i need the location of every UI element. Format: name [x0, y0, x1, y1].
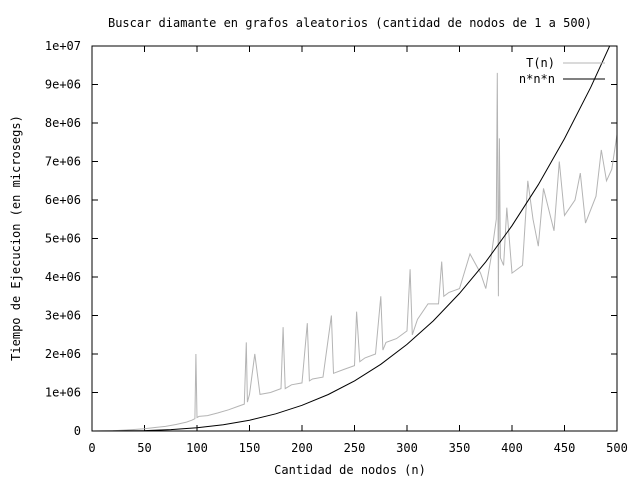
x-tick-label: 200: [291, 441, 313, 455]
x-tick-label: 50: [137, 441, 151, 455]
series-line-0: [92, 72, 617, 431]
y-tick-label: 6e+06: [45, 193, 81, 207]
x-tick-label: 250: [344, 441, 366, 455]
y-tick-label: 2e+06: [45, 347, 81, 361]
y-tick-label: 3e+06: [45, 309, 81, 323]
y-tick-label: 9e+06: [45, 78, 81, 92]
x-axis-label: Cantidad de nodos (n): [274, 463, 426, 477]
plot-frame: [91, 45, 618, 432]
series-layer: [92, 46, 617, 431]
x-tick-label: 0: [88, 441, 95, 455]
y-tick-label: 1e+06: [45, 386, 81, 400]
x-tick-label: 500: [606, 441, 628, 455]
legend: T(n) n*n*n: [519, 56, 605, 86]
legend-label-0: T(n): [526, 56, 555, 70]
y-tick-label: 4e+06: [45, 270, 81, 284]
x-tick-label: 100: [186, 441, 208, 455]
axis-ticks: 0 50 100 150 200 250 300 350 400 450 500 0 1e+06 2e+0…: [45, 39, 628, 455]
y-tick-label: 1e+07: [45, 39, 81, 53]
y-tick-label: 5e+06: [45, 232, 81, 246]
y-tick-label: 0: [74, 424, 81, 438]
y-tick-label: 8e+06: [45, 116, 81, 130]
series-line-1: [92, 46, 611, 431]
y-axis-label: Tiempo de Ejecucion (en microsegs): [9, 115, 23, 361]
x-tick-label: 150: [239, 441, 261, 455]
x-tick-label: 400: [501, 441, 523, 455]
legend-label-1: n*n*n: [519, 72, 555, 86]
x-tick-label: 300: [396, 441, 418, 455]
y-tick-label: 7e+06: [45, 155, 81, 169]
x-tick-label: 450: [554, 441, 576, 455]
x-tick-label: 350: [449, 441, 471, 455]
chart-title: Buscar diamante en grafos aleatorios (ca…: [108, 16, 592, 30]
